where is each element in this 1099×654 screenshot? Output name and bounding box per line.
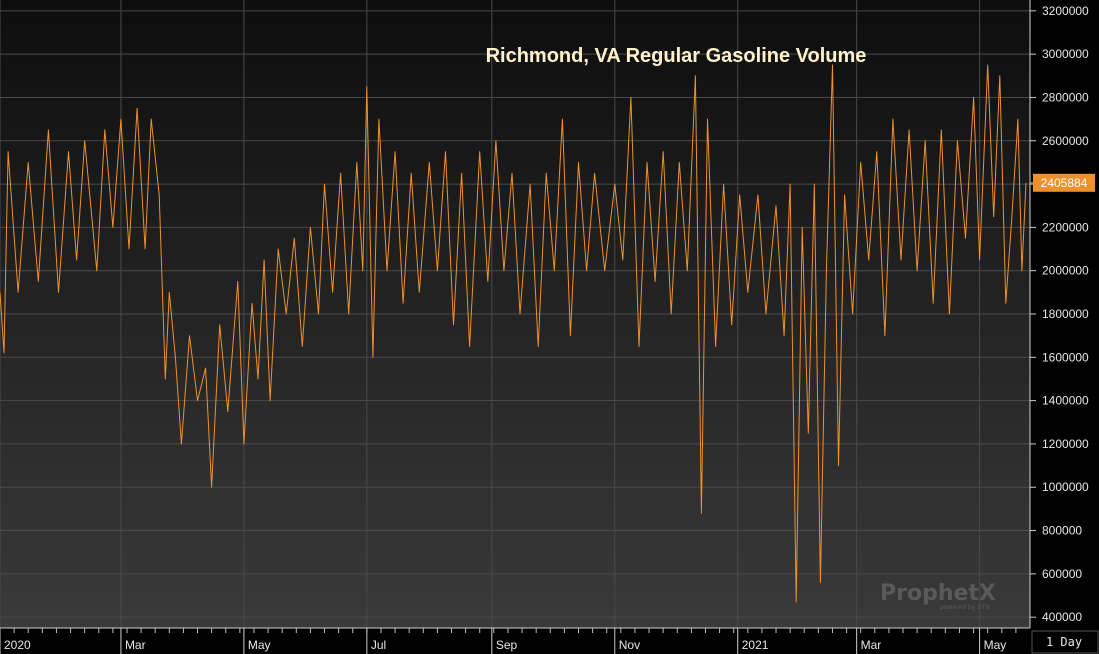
x-tick-label: Mar bbox=[125, 638, 146, 652]
y-tick-label: 600000 bbox=[1042, 567, 1082, 581]
brand-subtitle: powered by DTN bbox=[940, 604, 990, 611]
x-axis: 2020 Mar May Jul Sep Nov 2021 Mar May bbox=[0, 627, 1030, 654]
y-tick-label: 400000 bbox=[1042, 610, 1082, 624]
y-axis-panel bbox=[1030, 0, 1099, 654]
y-tick-label: 2000000 bbox=[1042, 264, 1089, 278]
x-tick-label: May bbox=[984, 638, 1007, 652]
y-tick-label: 800000 bbox=[1042, 524, 1082, 538]
series-layer bbox=[0, 64, 1027, 603]
last-value-label: 2405884 bbox=[1041, 176, 1088, 190]
last-value-box bbox=[1033, 173, 1095, 192]
x-tick-label: Mar bbox=[861, 638, 882, 652]
brand-watermark: ProphetX powered by DTN bbox=[880, 581, 996, 611]
x-tick-label: 2021 bbox=[742, 638, 769, 652]
y-tick-label: 2600000 bbox=[1042, 134, 1089, 148]
y-tick-label: 1200000 bbox=[1042, 437, 1089, 451]
interval-box[interactable] bbox=[1031, 630, 1099, 654]
y-tick-label: 1000000 bbox=[1042, 480, 1089, 494]
x-tick-label: Sep bbox=[496, 638, 518, 652]
x-axis-panel bbox=[0, 628, 1030, 654]
y-tick-label: 2800000 bbox=[1042, 90, 1089, 104]
series-line-gasoline-volume bbox=[0, 64, 1027, 603]
last-value-marker: 2405884 bbox=[1033, 173, 1095, 192]
y-tick-label: 3000000 bbox=[1042, 47, 1089, 61]
grid bbox=[0, 0, 1030, 628]
x-tick-label: Nov bbox=[619, 638, 640, 652]
interval-label[interactable]: 1 Day bbox=[1046, 635, 1082, 649]
y-tick-label: 2200000 bbox=[1042, 220, 1089, 234]
y-tick-label: 3200000 bbox=[1042, 4, 1089, 18]
x-tick-label: Jul bbox=[371, 638, 386, 652]
y-tick-label: 1400000 bbox=[1042, 394, 1089, 408]
chart-title: Richmond, VA Regular Gasoline Volume bbox=[486, 45, 867, 67]
interval-selector[interactable]: 1 Day bbox=[1031, 630, 1099, 654]
y-tick-label: 1800000 bbox=[1042, 307, 1089, 321]
x-tick-label: May bbox=[248, 638, 271, 652]
brand-logo: ProphetX bbox=[880, 581, 996, 606]
x-tick-label: 2020 bbox=[4, 638, 31, 652]
y-tick-label: 1600000 bbox=[1042, 350, 1089, 364]
